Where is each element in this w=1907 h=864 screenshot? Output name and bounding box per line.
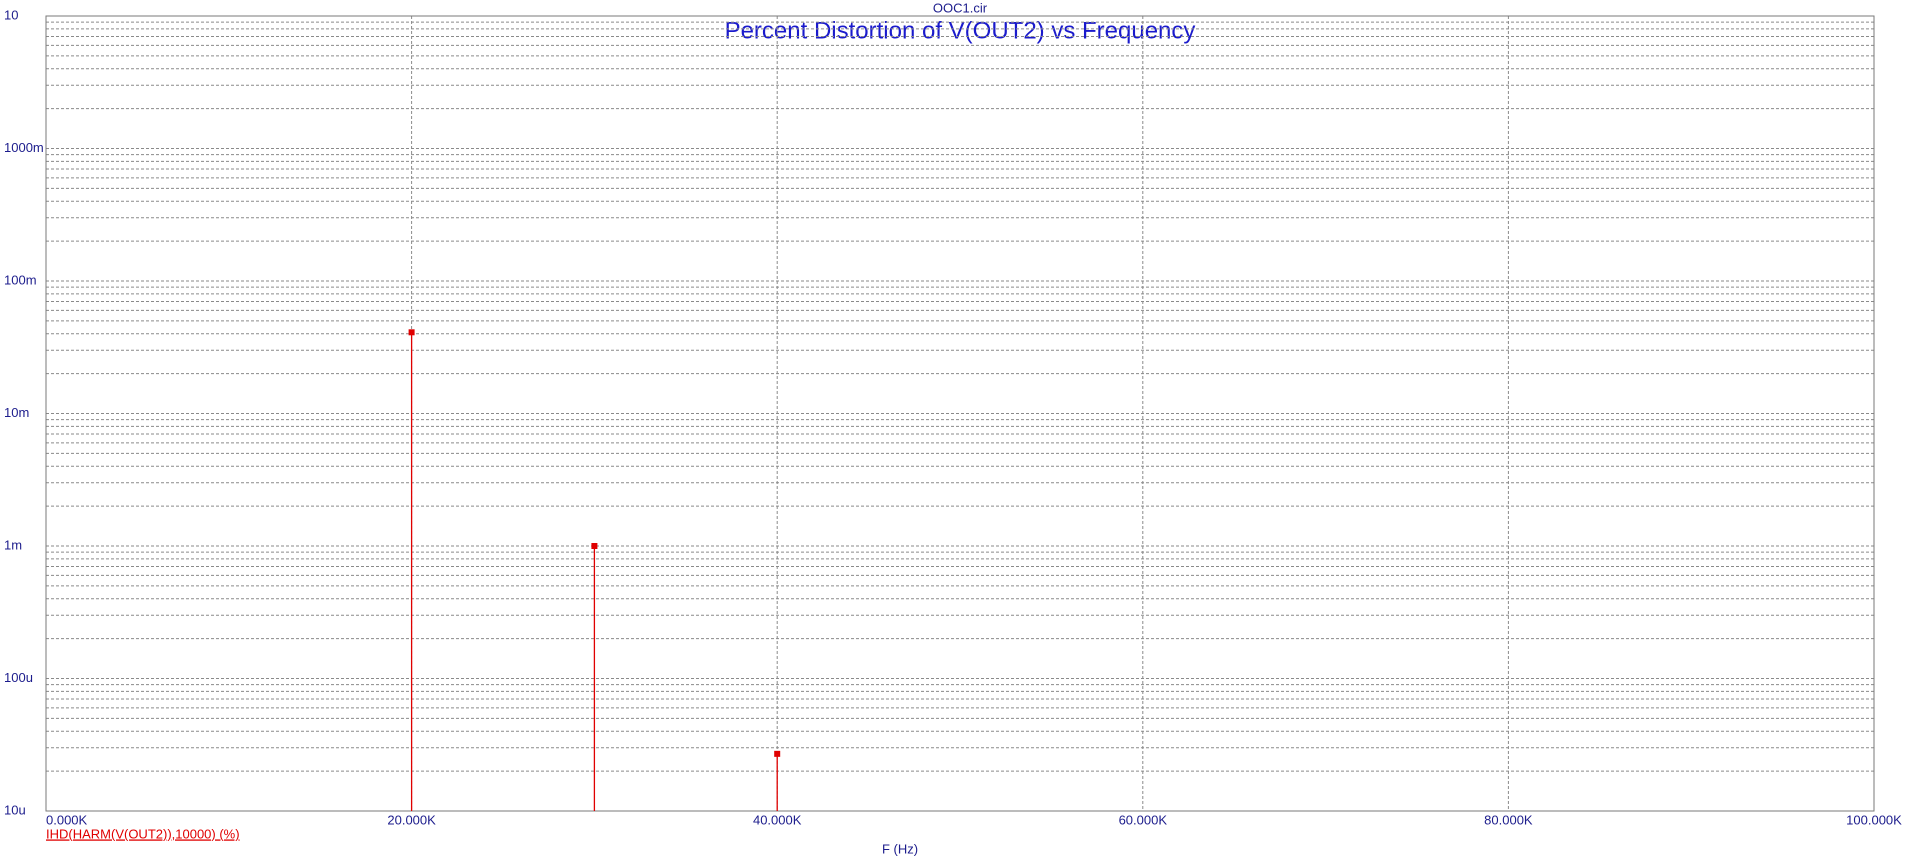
- y-tick-label: 10u: [4, 802, 26, 817]
- legend-entry: IHD(HARM(V(OUT2)),10000) (%): [46, 826, 240, 841]
- x-tick-label: 100.000K: [1846, 812, 1902, 827]
- x-tick-label: 0.000K: [46, 812, 88, 827]
- stem-marker: [408, 329, 415, 336]
- x-tick-label: 60.000K: [1119, 812, 1168, 827]
- x-axis-label: F (Hz): [882, 841, 918, 856]
- chart-title: Percent Distortion of V(OUT2) vs Frequen…: [725, 17, 1196, 44]
- x-tick-label: 40.000K: [753, 812, 802, 827]
- y-tick-label: 100u: [4, 670, 33, 685]
- x-tick-label: 80.000K: [1484, 812, 1533, 827]
- stem-marker: [774, 750, 781, 757]
- stem-marker: [591, 543, 598, 549]
- y-tick-label: 1m: [4, 537, 22, 552]
- chart-subtitle: OOC1.cir: [933, 0, 988, 15]
- y-tick-label: 10: [4, 7, 18, 22]
- plot-frame: [45, 15, 1875, 812]
- x-tick-label: 20.000K: [387, 812, 436, 827]
- y-tick-label: 100m: [4, 272, 37, 287]
- y-tick-label: 1000m: [4, 140, 44, 155]
- y-tick-label: 10m: [4, 405, 29, 420]
